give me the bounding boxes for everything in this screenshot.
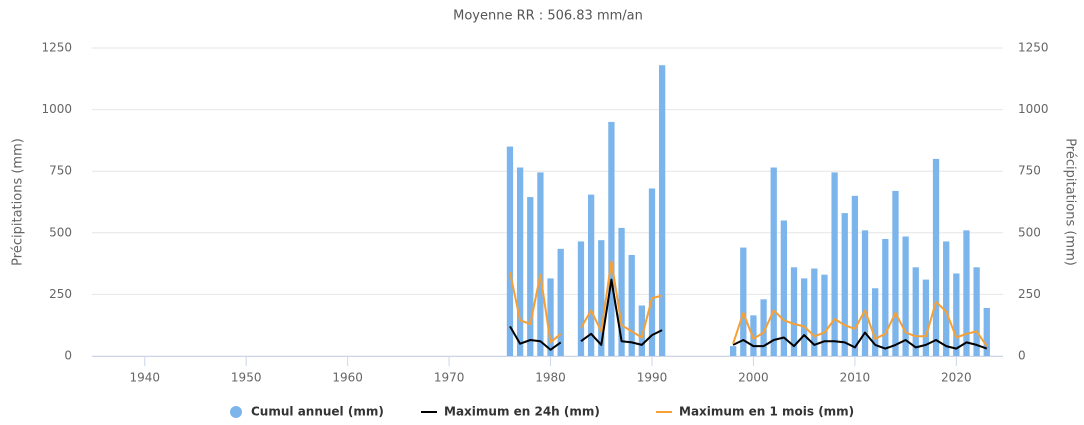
- bar: [760, 299, 767, 356]
- bar: [943, 241, 950, 356]
- bar: [821, 274, 828, 356]
- bar: [902, 236, 909, 356]
- x-tick-label: 1940: [129, 371, 160, 385]
- bar: [608, 121, 615, 356]
- legend-label: Maximum en 1 mois (mm): [679, 405, 854, 419]
- bar: [587, 194, 595, 356]
- y2-tick-label: 1000: [1018, 102, 1049, 116]
- bar: [790, 267, 798, 356]
- x-tick-label: 2000: [738, 371, 769, 385]
- bar: [801, 278, 808, 356]
- bar: [892, 190, 899, 356]
- bar: [811, 268, 818, 356]
- bar: [638, 305, 645, 356]
- x-tick-label: 1990: [637, 371, 668, 385]
- bar: [730, 346, 737, 356]
- bar: [740, 247, 747, 356]
- y2-tick-label: 0: [1018, 349, 1026, 363]
- bar: [922, 279, 930, 356]
- y2-axis-label: Précipitations (mm): [1063, 138, 1078, 266]
- bar: [882, 238, 889, 356]
- bar: [912, 267, 919, 356]
- bar: [628, 254, 635, 356]
- legend-label: Cumul annuel (mm): [251, 405, 384, 419]
- bar: [932, 158, 940, 356]
- bar: [872, 288, 879, 356]
- y-tick-label: 500: [49, 225, 72, 239]
- bar: [598, 240, 605, 356]
- y2-tick-label: 750: [1018, 164, 1041, 178]
- bar: [861, 230, 869, 356]
- line: [509, 260, 988, 347]
- y2-tick-label: 1250: [1018, 41, 1049, 55]
- y-tick-label: 1000: [41, 102, 72, 116]
- legend-label: Maximum en 24h (mm): [444, 405, 600, 419]
- bar: [963, 230, 970, 356]
- x-tick-label: 2020: [941, 371, 972, 385]
- bar: [527, 197, 534, 356]
- bar: [557, 248, 564, 356]
- bar: [831, 172, 838, 356]
- x-tick-label: 1980: [535, 371, 566, 385]
- chart-title: Moyenne RR : 506.83 mm/an: [453, 9, 643, 24]
- y-tick-label: 1250: [41, 41, 72, 55]
- bar: [577, 241, 585, 356]
- bar: [953, 273, 960, 356]
- bar: [516, 167, 524, 356]
- x-tick-label: 1960: [332, 371, 363, 385]
- bar: [770, 167, 777, 356]
- bar: [618, 227, 625, 356]
- bar: [750, 315, 757, 356]
- y-tick-label: 250: [49, 287, 72, 301]
- line: [509, 278, 988, 351]
- x-tick-label: 1950: [231, 371, 262, 385]
- y-tick-label: 0: [64, 349, 72, 363]
- y2-tick-label: 250: [1018, 287, 1041, 301]
- bar: [506, 146, 514, 356]
- bar: [780, 220, 788, 356]
- legend-symbol: [230, 406, 242, 418]
- y-tick-label: 750: [49, 164, 72, 178]
- bar: [648, 188, 656, 356]
- bar: [537, 172, 544, 356]
- bar: [658, 65, 666, 357]
- bar: [851, 195, 859, 356]
- bar: [841, 213, 848, 356]
- bar: [973, 267, 980, 356]
- bar: [983, 307, 990, 356]
- x-tick-label: 1970: [434, 371, 465, 385]
- bar: [547, 278, 554, 356]
- x-tick-label: 2010: [840, 371, 871, 385]
- y-axis-label: Précipitations (mm): [11, 138, 26, 266]
- y2-tick-label: 500: [1018, 225, 1041, 239]
